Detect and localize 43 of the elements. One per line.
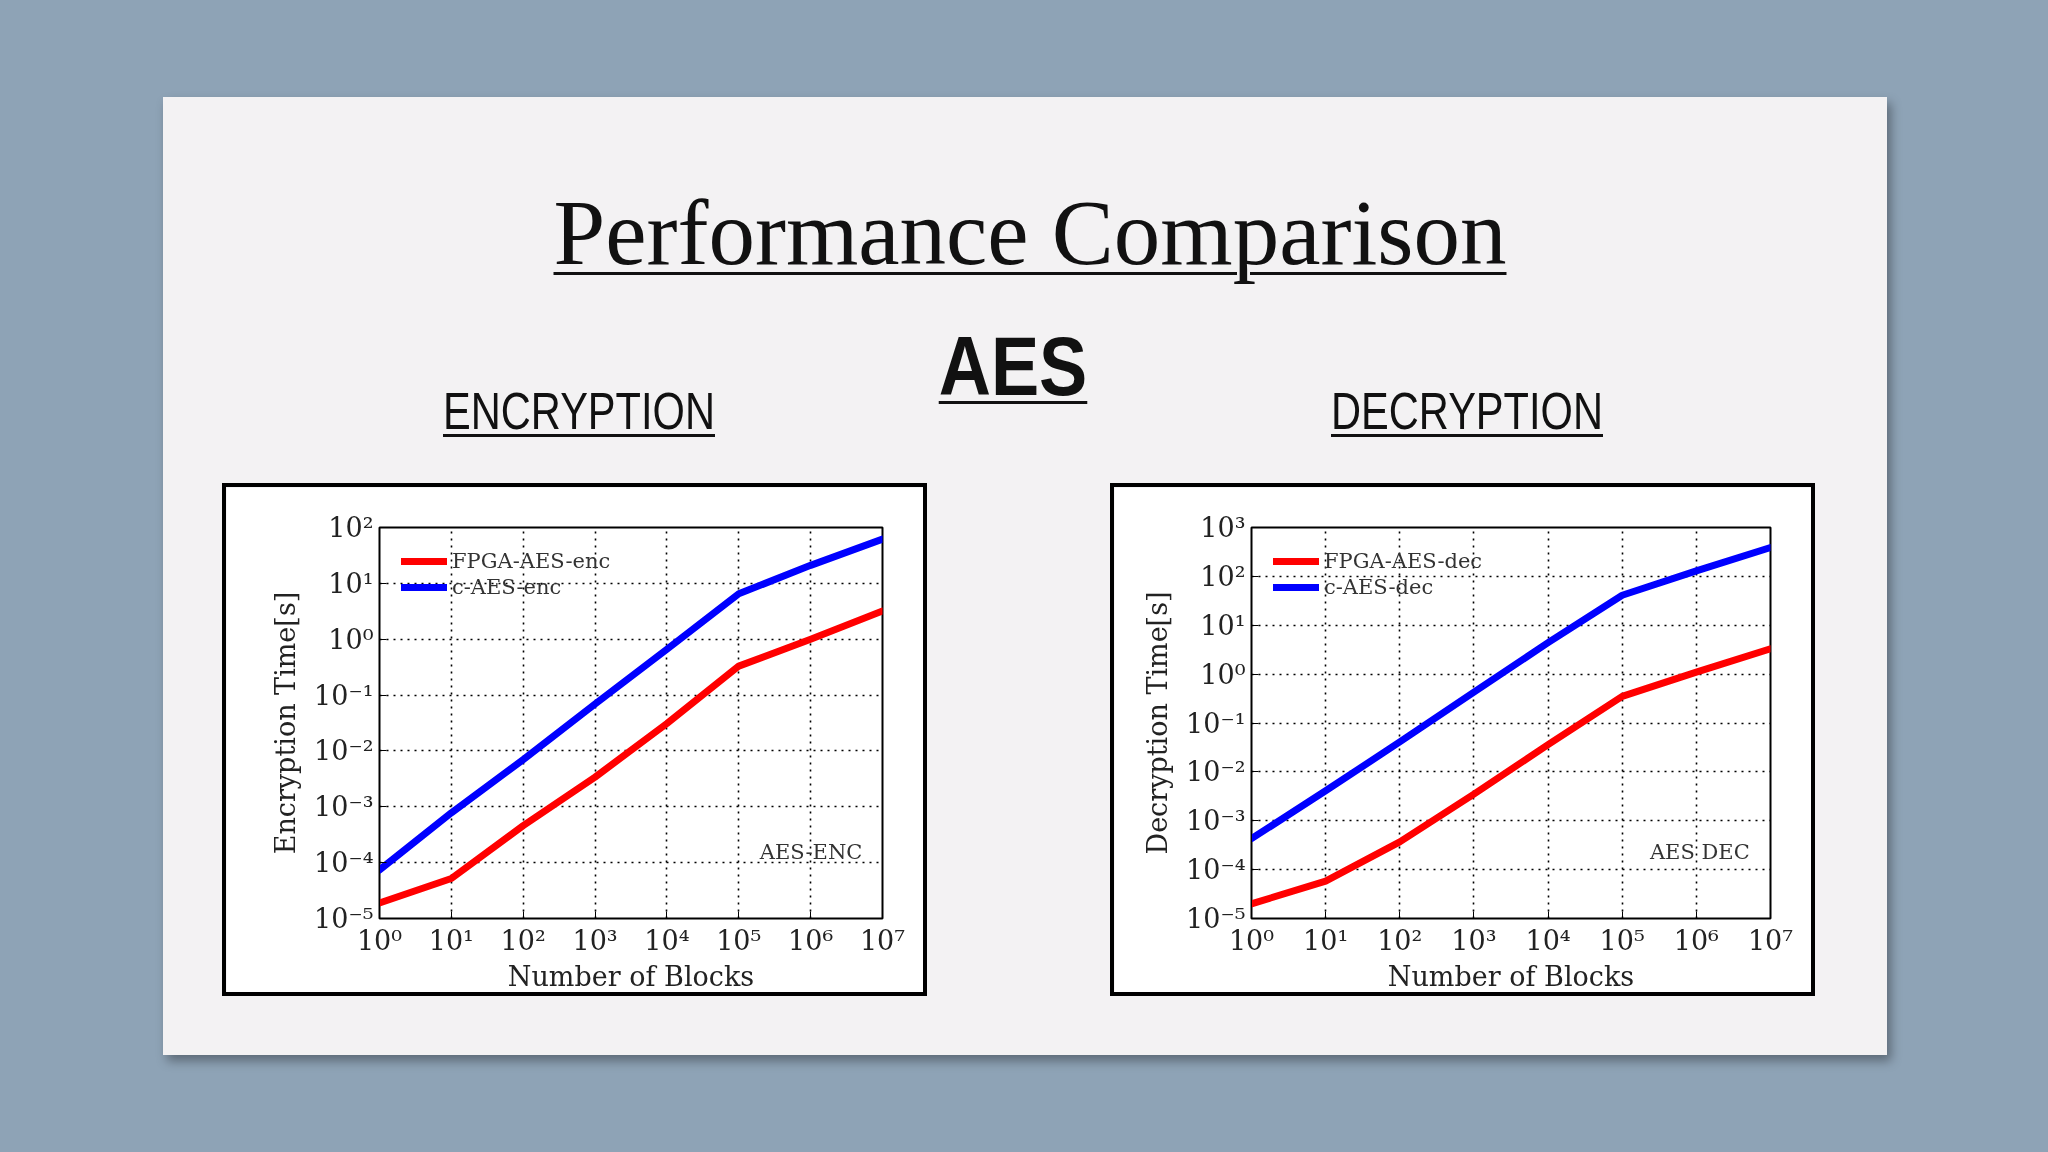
y-tick-label: 10⁰ bbox=[1200, 658, 1246, 690]
legend-label: c-AES-enc bbox=[452, 575, 562, 599]
x-tick-label: 10³ bbox=[572, 924, 618, 956]
x-tick-label: 10⁴ bbox=[644, 924, 690, 956]
x-tick-label: 10¹ bbox=[428, 924, 474, 956]
y-tick-label: 10⁻¹ bbox=[314, 679, 374, 711]
x-tick-label: 10⁴ bbox=[1525, 924, 1571, 956]
y-tick-label: 10⁰ bbox=[328, 623, 374, 655]
y-tick-label: 10³ bbox=[1200, 512, 1246, 543]
legend-label: FPGA-AES-dec bbox=[1324, 549, 1483, 573]
x-axis-title: Number of Blocks bbox=[1387, 960, 1635, 992]
y-axis-title: Encryption Time[s] bbox=[270, 591, 302, 855]
legend-label: c-AES-dec bbox=[1324, 575, 1434, 599]
x-tick-label: 10⁶ bbox=[788, 924, 834, 956]
y-tick-label: 10⁻² bbox=[314, 735, 374, 767]
x-tick-label: 10² bbox=[500, 924, 546, 956]
x-axis-title: Number of Blocks bbox=[507, 960, 755, 992]
x-tick-label: 10⁶ bbox=[1673, 924, 1720, 956]
chart-title: ENCRYPTION bbox=[443, 382, 715, 440]
y-tick-label: 10⁻⁴ bbox=[314, 847, 374, 879]
annotation: AES-ENC bbox=[758, 840, 863, 865]
x-tick-label: 10⁵ bbox=[1599, 924, 1645, 956]
y-tick-label: 10⁻⁴ bbox=[1186, 854, 1246, 886]
y-tick-label: 10⁻¹ bbox=[1186, 707, 1246, 739]
y-tick-label: 10¹ bbox=[1200, 609, 1246, 641]
y-tick-label: 10² bbox=[328, 512, 374, 543]
x-tick-label: 10¹ bbox=[1303, 924, 1349, 956]
y-tick-label: 10² bbox=[1200, 560, 1246, 592]
x-tick-label: 10⁷ bbox=[859, 924, 906, 956]
x-tick-label: 10³ bbox=[1451, 924, 1497, 956]
chart-title: DECRYPTION bbox=[1331, 382, 1603, 440]
x-tick-label: 10² bbox=[1377, 924, 1423, 956]
y-tick-label: 10⁻³ bbox=[314, 791, 374, 823]
legend-label: FPGA-AES-enc bbox=[452, 549, 611, 573]
y-tick-label: 10¹ bbox=[328, 567, 374, 599]
text: Performance Comparison bbox=[553, 181, 1507, 284]
y-axis-title: Decryption Time[s] bbox=[1142, 591, 1174, 855]
x-tick-label: 10⁷ bbox=[1747, 924, 1794, 956]
text: AES bbox=[938, 319, 1088, 413]
annotation: AES DEC bbox=[1648, 840, 1750, 865]
x-tick-label: 10⁵ bbox=[716, 924, 762, 956]
y-tick-label: 10⁻² bbox=[1186, 756, 1246, 788]
y-tick-label: 10⁻³ bbox=[1186, 805, 1246, 837]
